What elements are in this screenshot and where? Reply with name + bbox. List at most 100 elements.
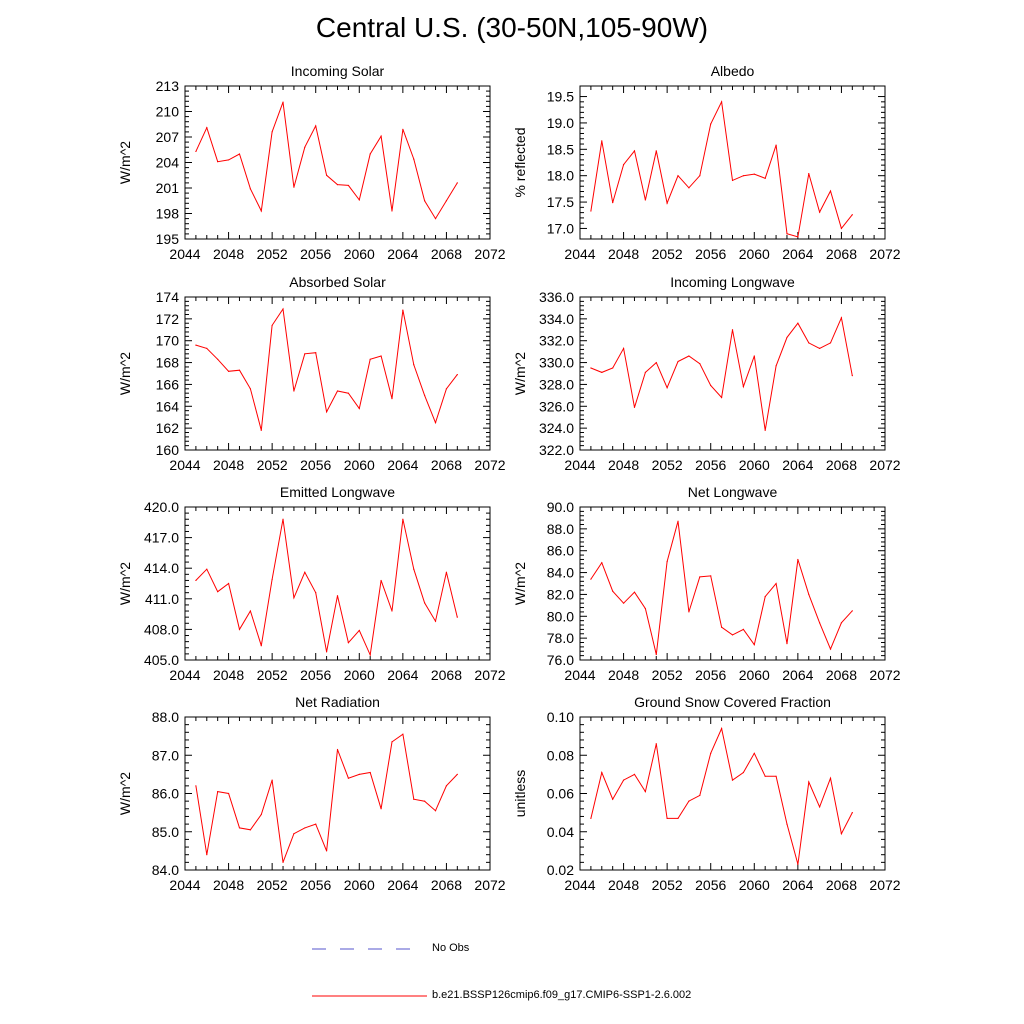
data-point [622,602,625,604]
data-point [206,127,208,129]
data-point [808,593,810,596]
data-point [434,422,437,424]
panel-1: Incoming Solar 2044 2048 2052 2056 2060 2064 20… [117,63,506,262]
x-tick-label: 2048 [608,457,639,473]
data-point [445,388,448,390]
data-point [590,578,592,580]
data-point [699,576,701,578]
data-point [808,342,810,344]
y-tick-label: 334.0 [539,311,574,327]
y-tick-label: 78.0 [547,630,574,646]
data-point [797,863,799,865]
plot-frame [579,506,886,661]
y-tick-label: 17.5 [547,194,574,210]
data-point [666,561,668,563]
series-line [590,100,853,238]
data-point [808,172,810,175]
x-tick-label: 2056 [300,877,331,893]
data-point [633,773,636,775]
data-point [666,817,668,819]
legend-obs-line [312,948,422,950]
y-tick-label: 405.0 [144,652,179,668]
y-axis-label: % reflected [512,127,528,197]
data-point [358,407,360,410]
data-point [677,360,679,363]
data-point [238,369,241,371]
data-point [238,153,241,155]
data-point [731,779,734,781]
data-point [227,792,230,795]
data-point [622,164,625,166]
data-point [666,202,668,204]
x-tick-label: 2056 [300,667,331,683]
data-point [282,308,284,310]
data-point [369,654,371,656]
data-point [413,158,415,160]
data-point [336,390,339,392]
data-point [315,125,317,127]
data-point [424,602,426,604]
data-point [249,610,251,612]
data-point [456,616,458,618]
data-point [688,187,690,189]
y-tick-label: 408.0 [144,621,179,637]
data-point [721,396,723,399]
panel-7: Net Radiation 2044 2048 2052 2056 2060 2064 206… [117,694,506,893]
data-point [710,752,712,754]
data-point [380,579,382,582]
data-point [260,813,262,816]
data-point [369,153,371,155]
y-tick-label: 168 [156,355,180,371]
series-line [590,726,853,865]
data-point [829,648,832,650]
data-point [851,375,853,377]
data-point [775,775,777,777]
data-point [347,777,349,779]
data-point [413,364,415,366]
y-tick-label: 330.0 [539,355,574,371]
x-tick-label: 2052 [257,457,288,473]
x-tick-label: 2052 [257,877,288,893]
y-tick-label: 166 [156,376,180,392]
x-tick-label: 2064 [387,877,418,893]
data-point [195,785,197,787]
data-point [413,798,415,800]
data-point [819,622,821,624]
panel-title: Incoming Longwave [670,274,795,290]
data-point [840,227,843,230]
data-point [622,779,625,781]
data-point [644,608,646,610]
data-point [358,199,360,201]
x-tick-label: 2068 [431,457,462,473]
data-point [424,800,426,802]
data-point [315,352,317,354]
data-point [786,823,788,825]
data-point [238,628,241,631]
data-point [227,159,230,161]
data-point [819,211,821,213]
x-tick-label: 2064 [782,246,813,262]
data-point [434,810,437,812]
data-point [721,727,723,730]
data-point [775,582,777,585]
panel-title: Absorbed Solar [289,274,386,290]
data-point [731,329,734,331]
x-tick-label: 2064 [387,457,418,473]
data-point [786,643,788,645]
data-point [402,733,404,735]
data-point [402,309,404,311]
y-tick-label: 0.08 [547,747,574,763]
data-point [249,188,251,190]
legend-model-label: b.e21.BSSP126cmip6.f09_g17.CMIP6-SSP1-2.… [432,989,692,1001]
y-tick-label: 207 [156,129,180,145]
data-point [304,146,306,148]
data-point [655,150,657,152]
x-tick-label: 2052 [652,667,683,683]
data-point [829,777,832,779]
data-point [753,752,755,754]
data-point [326,651,328,653]
x-tick-label: 2056 [300,246,331,262]
x-tick-label: 2064 [782,457,813,473]
data-point [217,161,219,163]
